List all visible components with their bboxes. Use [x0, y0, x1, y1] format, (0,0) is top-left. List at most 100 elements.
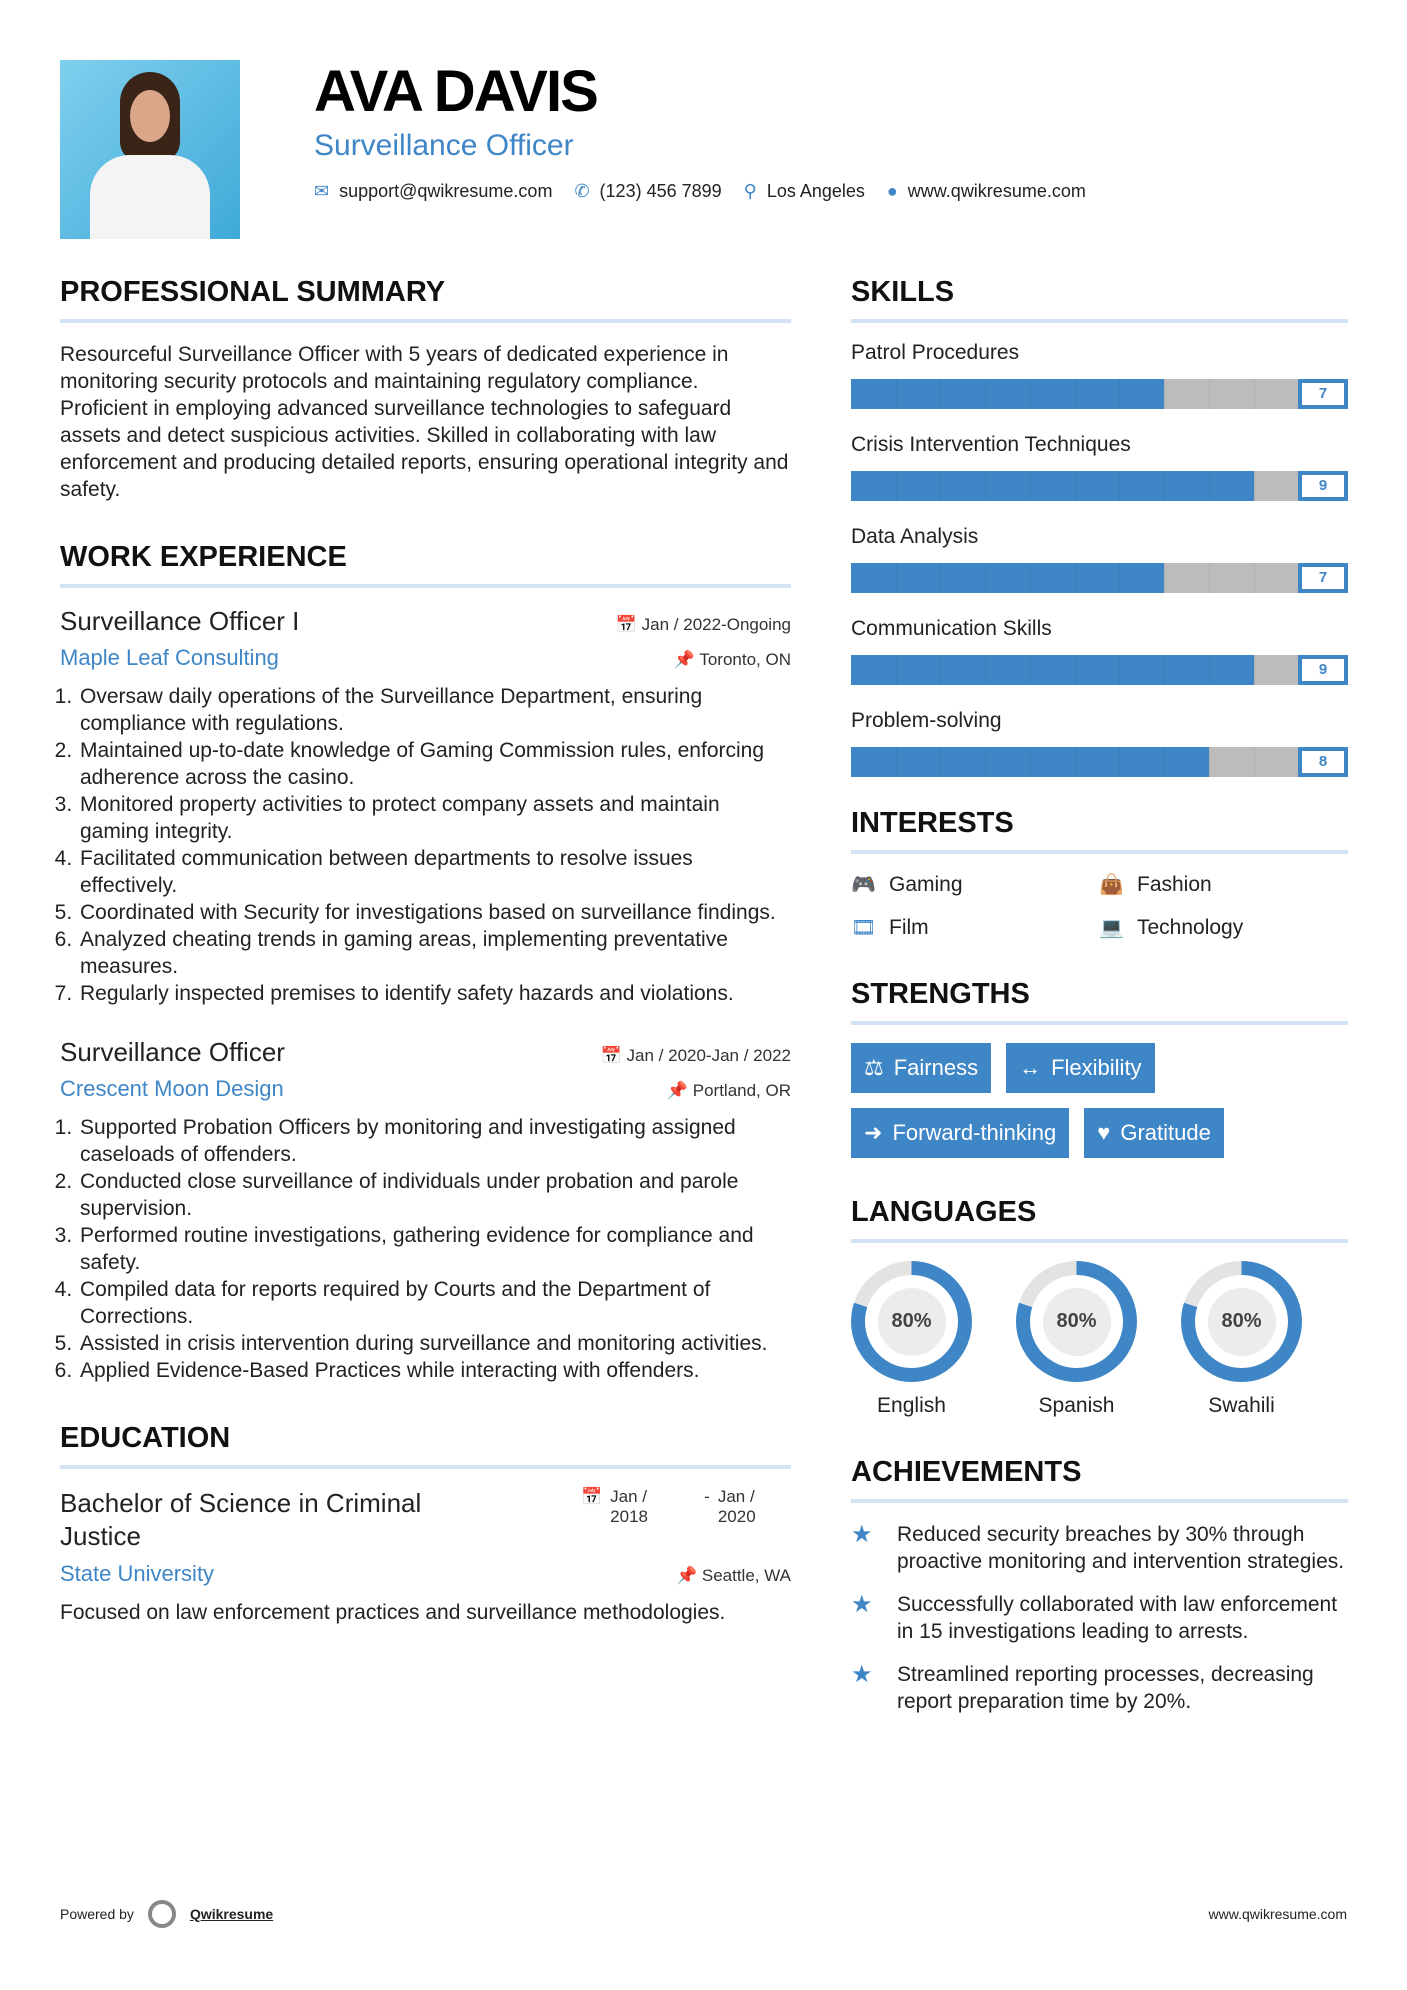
- achievement-item: ★ Reduced security breaches by 30% throug…: [851, 1521, 1348, 1575]
- skill-label: Crisis Intervention Techniques: [851, 433, 1131, 456]
- strength-label: Flexibility: [1051, 1055, 1142, 1080]
- film-icon: 🎞: [851, 917, 877, 939]
- skill-bar: 7: [851, 563, 1348, 593]
- arrows-horizontal-icon: ↔: [1019, 1055, 1042, 1080]
- interest-item: 🎮 Gaming: [851, 872, 1099, 897]
- contact-item: (123) 456 7899: [599, 181, 722, 201]
- language-ring: 80%: [1181, 1261, 1302, 1382]
- skill-value: 9: [1298, 655, 1348, 685]
- globe-icon: ●: [886, 181, 898, 201]
- edu-end: Jan / 2020: [717, 1487, 756, 1526]
- envelope-icon: ✉: [314, 181, 330, 201]
- map-pin-icon: ⚲: [743, 181, 757, 201]
- skill-value: 7: [1298, 379, 1348, 409]
- profile-photo: [60, 60, 240, 239]
- candidate-name: AVA DAVIS: [314, 59, 599, 124]
- interest-item: 💻 Technology: [1099, 915, 1347, 940]
- job-bullet: Maintained up-to-date knowledge of Gamin…: [78, 737, 791, 791]
- skill-bar: 7: [851, 379, 1348, 409]
- section-heading: SKILLS: [851, 276, 1348, 323]
- section-heading: LANGUAGES: [851, 1196, 1348, 1243]
- language-percent: 80%: [1207, 1287, 1276, 1356]
- achievement-text: Reduced security breaches by 30% through…: [897, 1523, 1345, 1573]
- achievements-section: ACHIEVEMENTS ★ Reduced security breaches …: [851, 1456, 1348, 1715]
- job-bullet: Monitored property activities to protect…: [78, 791, 791, 845]
- skill-bar: 9: [851, 655, 1348, 685]
- job-bullet: Analyzed cheating trends in gaming areas…: [78, 926, 791, 980]
- job-bullet: Performed routine investigations, gather…: [78, 1222, 791, 1276]
- star-icon: ★: [851, 1521, 873, 1548]
- job-title: Surveillance Officer: [60, 1037, 285, 1067]
- job-bullet: Conducted close surveillance of individu…: [78, 1168, 791, 1222]
- job-date: Jan / 2022-Ongoing: [641, 615, 791, 634]
- powered-by: Powered by: [60, 1906, 134, 1922]
- skill-fill: [851, 563, 1165, 593]
- skill-value: 7: [1298, 563, 1348, 593]
- qwikresume-logo-icon: [147, 1900, 176, 1928]
- strength-tag: ↔ Flexibility: [1006, 1043, 1155, 1093]
- language-ring: 80%: [851, 1261, 972, 1382]
- job-entry: Surveillance Officer I 📅 Jan / 2022-Ongoi…: [60, 606, 791, 1007]
- interest-label: Gaming: [889, 872, 963, 896]
- language-percent: 80%: [1042, 1287, 1111, 1356]
- arrow-right-icon: ➜: [864, 1120, 883, 1145]
- job-location: Toronto, ON: [699, 650, 791, 669]
- calendar-icon: 📅: [600, 1046, 622, 1065]
- skill-fill: [851, 471, 1254, 501]
- contact-item: Los Angeles: [766, 181, 865, 201]
- skill-label: Communication Skills: [851, 617, 1052, 640]
- strength-tag: ♥ Gratitude: [1084, 1108, 1224, 1158]
- header: AVA DAVIS Surveillance Officer ✉ support@…: [314, 58, 1086, 202]
- section-heading: INTERESTS: [851, 807, 1348, 854]
- section-heading: PROFESSIONAL SUMMARY: [60, 276, 791, 323]
- star-icon: ★: [851, 1661, 873, 1688]
- job-date: Jan / 2020-Jan / 2022: [626, 1046, 791, 1065]
- skills-section: SKILLS Patrol Procedures 7 Crisis Interven…: [851, 276, 1348, 777]
- laptop-icon: 💻: [1099, 917, 1124, 939]
- achievement-item: ★ Successfully collaborated with law enfo…: [851, 1591, 1348, 1645]
- section-heading: STRENGTHS: [851, 978, 1348, 1025]
- interest-label: Technology: [1137, 915, 1244, 939]
- company: Crescent Moon Design: [60, 1076, 284, 1101]
- phone-icon: ✆: [574, 181, 590, 201]
- footer: Powered by Qwikresume www.qwikresume.com: [60, 1900, 1347, 1928]
- candidate-title: Surveillance Officer: [314, 129, 574, 162]
- language-item: 80% Spanish: [1016, 1261, 1137, 1418]
- gamepad-icon: 🎮: [851, 874, 876, 896]
- strength-label: Fairness: [893, 1055, 979, 1080]
- skill-fill: [851, 747, 1209, 777]
- achievement-text: Streamlined reporting processes, decreas…: [897, 1663, 1314, 1713]
- shopping-bag-icon: 👜: [1099, 874, 1124, 896]
- job-bullet: Coordinated with Security for investigat…: [78, 899, 791, 926]
- languages-section: LANGUAGES 80% English 80% Spanish 80% Swahili: [851, 1196, 1348, 1418]
- interests-section: INTERESTS 🎮 Gaming 👜 Fashion 🎞 Film 💻 Technolog…: [851, 807, 1348, 940]
- brand-link[interactable]: Qwikresume: [189, 1906, 274, 1922]
- job-bullet: Applied Evidence-Based Practices while i…: [78, 1357, 791, 1384]
- skill-bar: 9: [851, 471, 1348, 501]
- skill-value: 9: [1298, 471, 1348, 501]
- skill-fill: [851, 379, 1165, 409]
- balance-scale-icon: ⚖: [864, 1055, 884, 1080]
- contact-item: www.qwikresume.com: [907, 181, 1086, 201]
- achievement-item: ★ Streamlined reporting processes, decrea…: [851, 1661, 1348, 1715]
- skill-value: 8: [1298, 747, 1348, 777]
- right-column: SKILLS Patrol Procedures 7 Crisis Interven…: [851, 276, 1348, 1753]
- interest-item: 🎞 Film: [851, 915, 1099, 940]
- language-item: 80% Swahili: [1181, 1261, 1302, 1418]
- degree: Bachelor of Science in Criminal Justice: [60, 1488, 422, 1551]
- skill-label: Problem-solving: [851, 709, 1002, 732]
- date-separator: -: [704, 1487, 710, 1506]
- section-heading: ACHIEVEMENTS: [851, 1456, 1348, 1503]
- language-label: Swahili: [1208, 1394, 1275, 1417]
- interest-item: 👜 Fashion: [1099, 872, 1347, 897]
- job-bullet: Supported Probation Officers by monitori…: [78, 1114, 791, 1168]
- job-bullet: Regularly inspected premises to identify…: [78, 980, 791, 1007]
- job-entry: Surveillance Officer 📅 Jan / 2020-Jan / 2…: [60, 1037, 791, 1384]
- section-heading: EDUCATION: [60, 1422, 791, 1469]
- school: State University: [60, 1561, 215, 1586]
- language-label: English: [877, 1394, 946, 1417]
- calendar-icon: 📅: [581, 1487, 603, 1506]
- education-text: Focused on law enforcement practices and…: [60, 1601, 726, 1624]
- job-bullet: Oversaw daily operations of the Surveill…: [78, 683, 791, 737]
- summary-text: Resourceful Surveillance Officer with 5 …: [60, 343, 789, 501]
